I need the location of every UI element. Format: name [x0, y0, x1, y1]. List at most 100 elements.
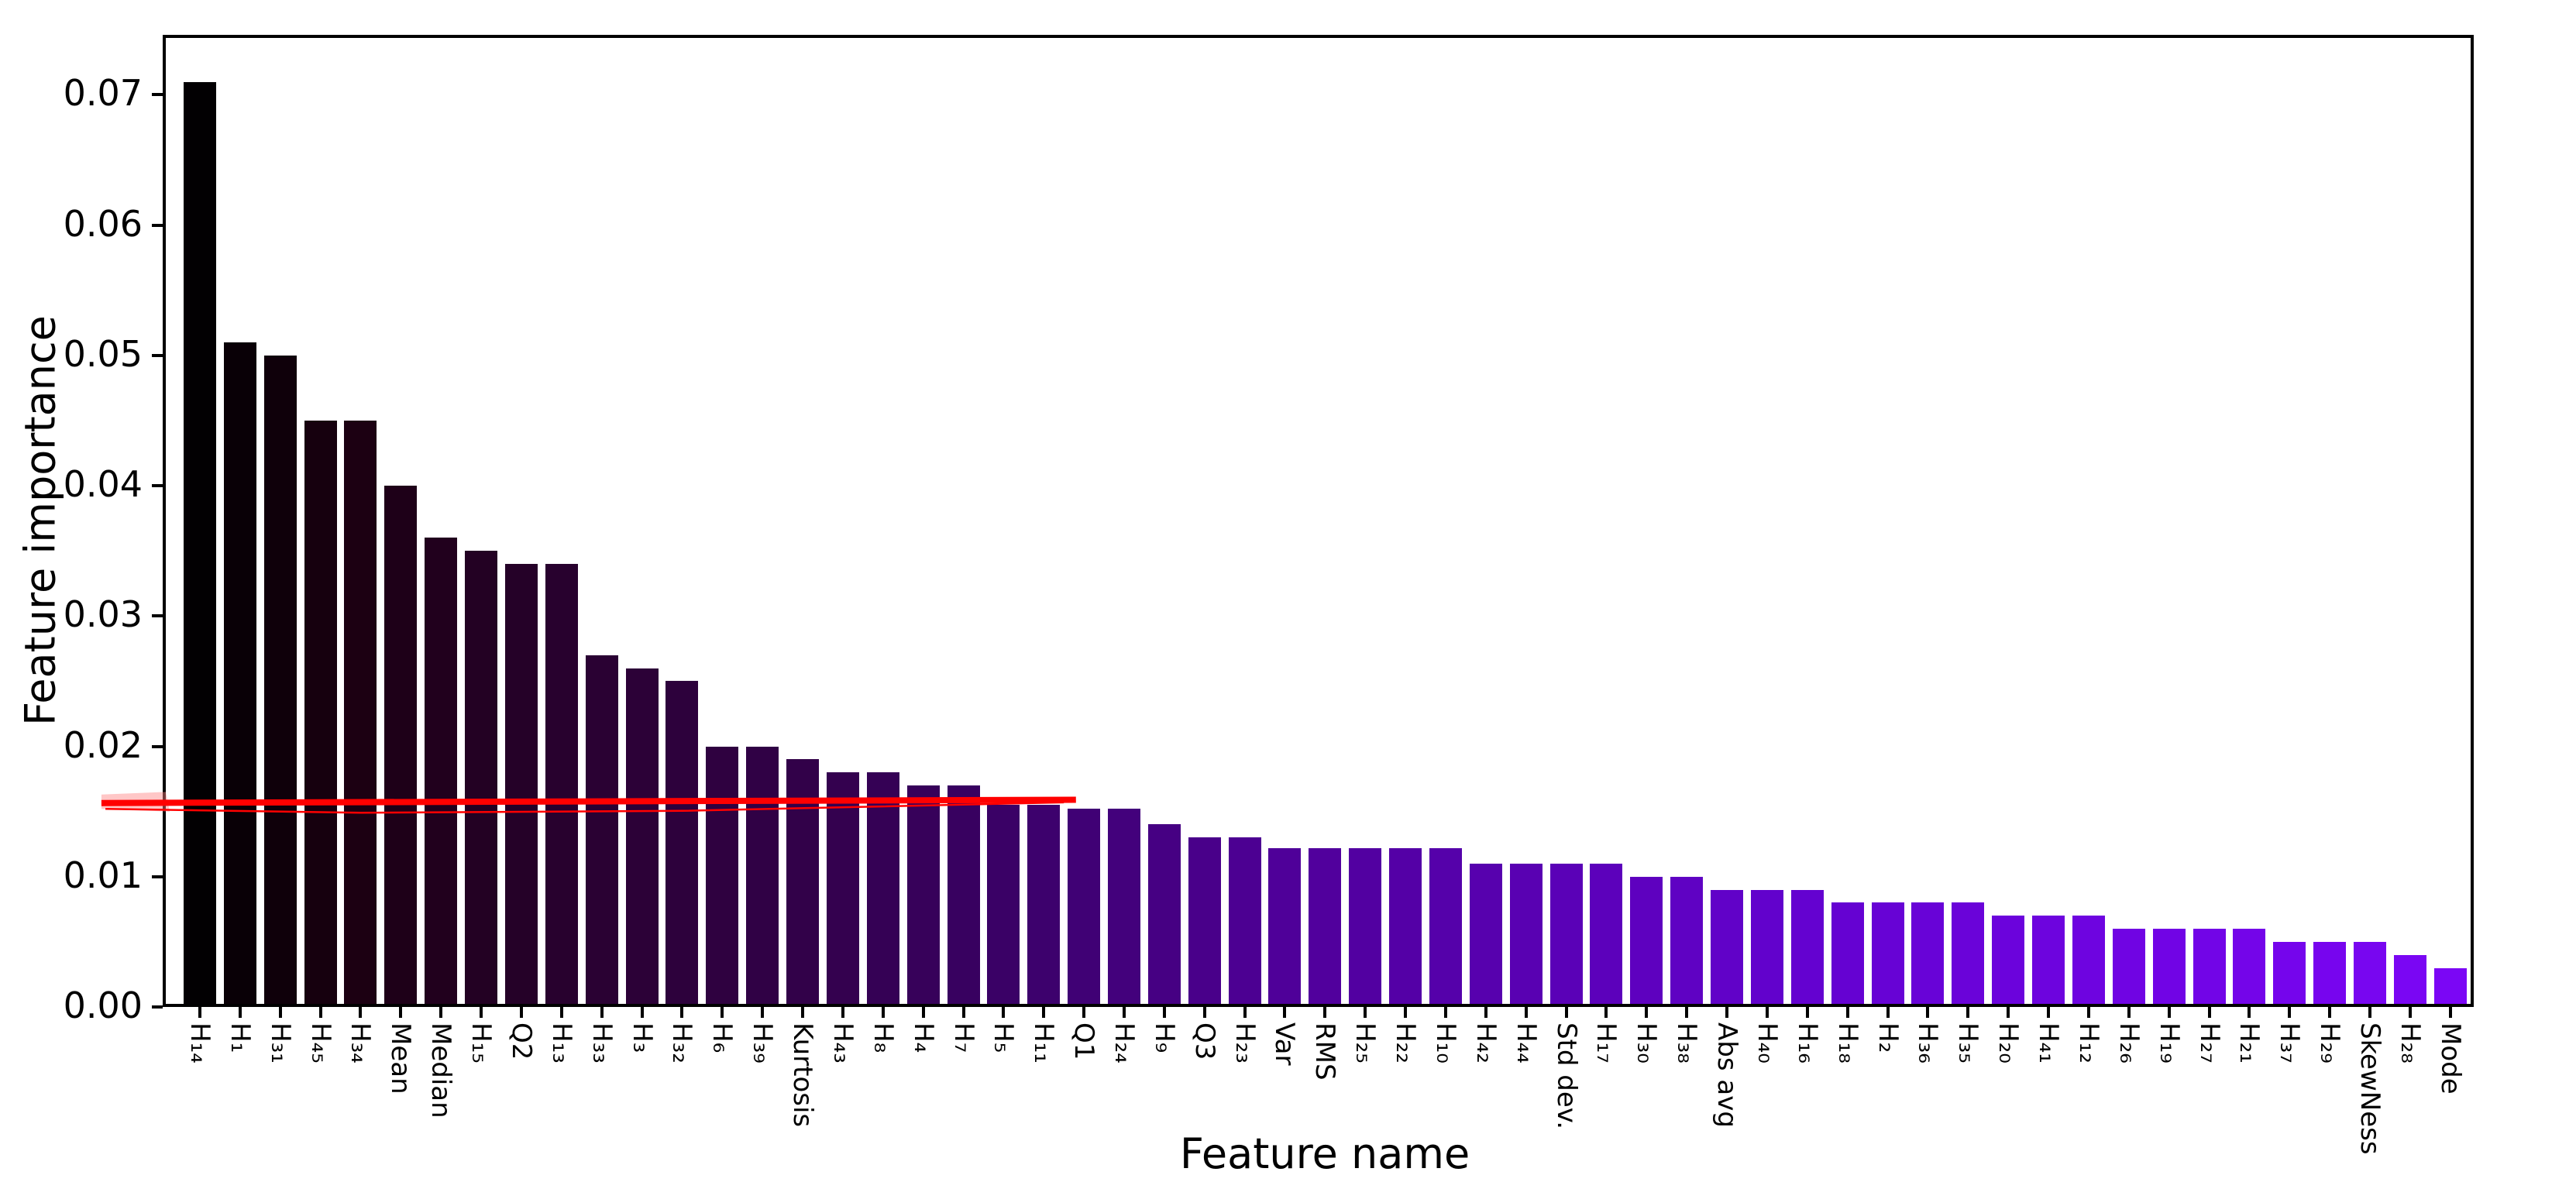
x-tick-label: H₂₄	[1109, 1022, 1140, 1064]
x-tick-label: H₄	[907, 1022, 939, 1053]
x-tick-mark	[1765, 1007, 1769, 1018]
x-tick-mark	[881, 1007, 885, 1018]
x-tick-mark	[2007, 1007, 2010, 1018]
bar-Kurtosis	[786, 759, 820, 1007]
bar-H₂₉	[2313, 941, 2347, 1007]
x-tick-label: H₁₇	[1591, 1022, 1622, 1064]
x-tick-mark	[1364, 1007, 1367, 1018]
x-tick-label: H₁₄	[184, 1022, 215, 1064]
x-tick-mark	[2368, 1007, 2371, 1018]
x-tick-label: Mean	[385, 1022, 417, 1094]
x-tick-label: H₃₀	[1631, 1022, 1663, 1064]
bar-H₃₁	[263, 355, 297, 1007]
bar-H₅	[987, 805, 1020, 1007]
x-tick-label: H₁	[224, 1022, 256, 1053]
x-tick-mark	[1002, 1007, 1006, 1018]
x-tick-mark	[2086, 1007, 2090, 1018]
x-tick-label: RMS	[1309, 1022, 1341, 1081]
x-tick-label: H₄₀	[1751, 1022, 1783, 1064]
x-tick-mark	[359, 1007, 363, 1018]
x-tick-mark	[600, 1007, 604, 1018]
y-tick-mark	[152, 875, 163, 878]
x-tick-label: Q3	[1188, 1022, 1220, 1060]
x-tick-mark	[1484, 1007, 1487, 1018]
bar-Q2	[504, 564, 538, 1007]
x-tick-label: H₄₅	[304, 1022, 336, 1064]
bar-H₁₁	[1027, 805, 1061, 1007]
x-tick-mark	[1805, 1007, 1809, 1018]
bar-H₁₇	[1590, 863, 1623, 1007]
x-tick-label: H₃₈	[1671, 1022, 1703, 1064]
y-tick-mark	[152, 614, 163, 618]
x-tick-mark	[1082, 1007, 1086, 1018]
x-tick-mark	[1123, 1007, 1126, 1018]
x-tick-mark	[1202, 1007, 1206, 1018]
x-tick-mark	[2167, 1007, 2171, 1018]
x-tick-mark	[480, 1007, 483, 1018]
x-tick-label: Q1	[1068, 1022, 1100, 1060]
x-tick-label: H₃₁	[264, 1022, 296, 1064]
bar-H₈	[866, 772, 899, 1007]
y-tick-mark	[152, 1005, 163, 1009]
x-tick-label: Q2	[505, 1022, 537, 1060]
x-tick-mark	[519, 1007, 523, 1018]
x-tick-mark	[2127, 1007, 2131, 1018]
x-tick-mark	[2448, 1007, 2452, 1018]
x-tick-mark	[640, 1007, 644, 1018]
x-tick-mark	[680, 1007, 684, 1018]
x-tick-label: H₈	[867, 1022, 899, 1053]
bar-H₁₃	[545, 564, 578, 1007]
bar-H₇	[947, 785, 980, 1007]
x-tick-mark	[238, 1007, 242, 1018]
x-tick-mark	[921, 1007, 925, 1018]
bar-H₃₀	[1630, 876, 1663, 1007]
x-tick-mark	[1886, 1007, 1890, 1018]
bar-H₁₀	[1429, 847, 1462, 1007]
y-tick-mark	[152, 484, 163, 488]
y-tick-label: 0.07	[63, 72, 143, 115]
plot-area	[163, 35, 2474, 1007]
y-tick-label: 0.06	[63, 202, 143, 245]
y-tick-mark	[152, 93, 163, 97]
bar-H₃₅	[1952, 902, 1985, 1007]
x-tick-label: H₂₂	[1390, 1022, 1422, 1064]
bar-Abs avg	[1711, 889, 1744, 1007]
bar-H₁₄	[184, 81, 216, 1007]
bar-H₄₅	[304, 420, 337, 1007]
x-tick-label: Mode	[2434, 1022, 2466, 1094]
bar-SkewNess	[2353, 941, 2386, 1007]
x-tick-mark	[1645, 1007, 1649, 1018]
y-tick-label: 0.04	[63, 463, 143, 506]
x-tick-label: H₁₀	[1429, 1022, 1461, 1064]
x-tick-label: H₂₈	[2394, 1022, 2426, 1064]
x-tick-label: H₆	[707, 1022, 738, 1053]
x-tick-mark	[841, 1007, 844, 1018]
x-tick-label: H₂₀	[1993, 1022, 2024, 1064]
bar-H₃₉	[746, 746, 779, 1007]
x-tick-mark	[2248, 1007, 2251, 1018]
y-tick-mark	[152, 744, 163, 748]
x-tick-label: H₄₂	[1470, 1022, 1501, 1064]
y-tick-label: 0.00	[63, 985, 143, 1026]
x-tick-mark	[761, 1007, 765, 1018]
x-tick-mark	[2328, 1007, 2332, 1018]
x-tick-label: H₁₆	[1791, 1022, 1823, 1064]
bar-H₁₈	[1831, 902, 1864, 1007]
bar-H₂₅	[1349, 847, 1382, 1007]
x-tick-mark	[1243, 1007, 1247, 1018]
x-tick-mark	[559, 1007, 563, 1018]
x-tick-label: H₂₉	[2314, 1022, 2346, 1064]
bar-H₂	[1871, 902, 1904, 1007]
x-tick-label: SkewNess	[2354, 1022, 2385, 1155]
x-tick-mark	[1524, 1007, 1528, 1018]
y-tick-label: 0.02	[63, 723, 143, 766]
bar-H₂₁	[2233, 929, 2266, 1007]
x-tick-mark	[961, 1007, 965, 1018]
x-tick-label: H₄₁	[2033, 1022, 2065, 1064]
x-tick-mark	[318, 1007, 322, 1018]
bar-H₃₃	[585, 655, 618, 1007]
x-tick-mark	[2288, 1007, 2292, 1018]
bar-H₁₆	[1790, 889, 1824, 1007]
x-tick-label: H₄₄	[1510, 1022, 1542, 1064]
x-axis-label: Feature name	[1179, 1129, 1470, 1178]
